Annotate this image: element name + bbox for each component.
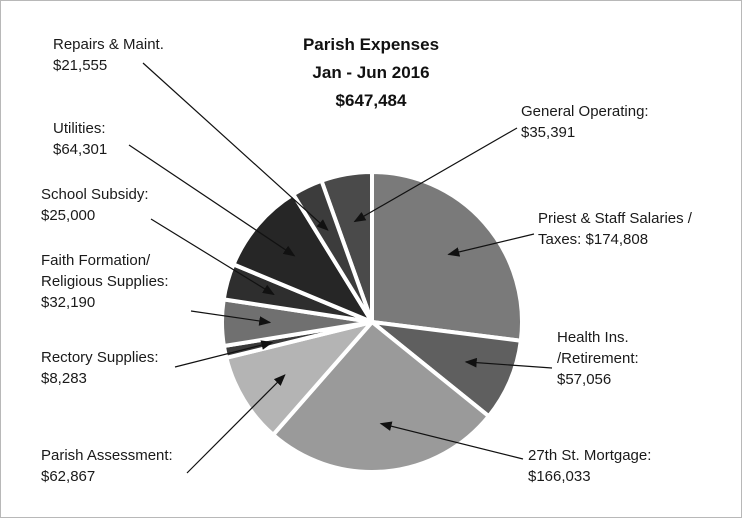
label-health: Health Ins. /Retirement: $57,056 xyxy=(557,329,639,388)
leader-arrow-school xyxy=(150,218,275,296)
label-faith: Faith Formation/ Religious Supplies: $32… xyxy=(41,252,169,311)
leader-arrow-utilities xyxy=(128,144,296,257)
pie-slice-mortgage xyxy=(271,320,491,474)
chart-total: $647,484 xyxy=(335,91,407,110)
label-salaries: Priest & Staff Salaries / Taxes: $174,80… xyxy=(538,210,692,248)
leader-arrow-general xyxy=(353,127,518,223)
leader-arrow-faith xyxy=(190,310,272,326)
label-utilities: Utilities: $64,301 xyxy=(53,120,108,158)
leader-arrow-rectory xyxy=(174,340,274,368)
chart-title: Parish Expenses xyxy=(302,35,440,54)
leader-arrow-repairs xyxy=(142,62,329,231)
leader-arrow-mortgage xyxy=(379,421,524,460)
label-rectory: Rectory Supplies: $8,283 xyxy=(41,349,159,387)
leader-arrow-salaries xyxy=(447,233,535,257)
label-assessment: Parish Assessment: $62,867 xyxy=(41,447,173,485)
label-repairs: Repairs & Maint. $21,555 xyxy=(53,36,164,74)
label-general: General Operating: $35,391 xyxy=(521,103,649,141)
chart-title-block: Parish Expenses Jan - Jun 2016 $647,484 xyxy=(251,31,491,115)
leader-arrow-health xyxy=(464,357,553,369)
leader-arrow-assessment xyxy=(186,374,286,474)
label-school: School Subsidy: $25,000 xyxy=(41,186,149,224)
label-mortgage: 27th St. Mortgage: $166,033 xyxy=(528,447,652,485)
chart-subtitle: Jan - Jun 2016 xyxy=(312,63,430,82)
pie-slice-salaries xyxy=(370,170,524,343)
